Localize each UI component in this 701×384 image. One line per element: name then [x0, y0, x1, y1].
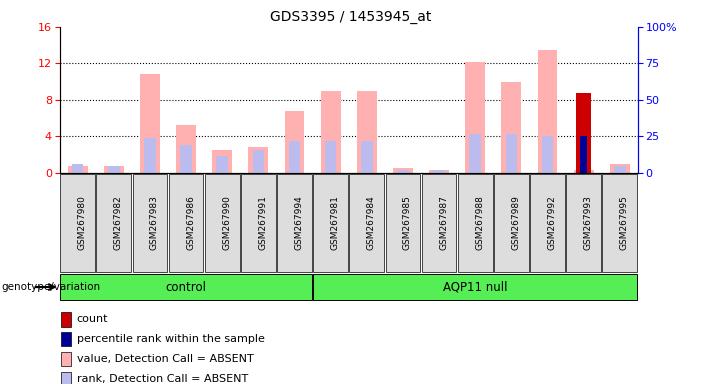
Bar [248, 147, 268, 173]
Text: GSM267985: GSM267985 [403, 195, 412, 250]
Bar [62, 312, 71, 326]
Bar [62, 332, 71, 346]
Bar [144, 138, 156, 173]
Bar [140, 74, 160, 173]
Text: count: count [76, 314, 108, 324]
FancyBboxPatch shape [277, 174, 312, 271]
FancyBboxPatch shape [313, 274, 637, 300]
Bar [397, 170, 409, 173]
Bar [361, 141, 373, 173]
Bar [104, 166, 124, 173]
Bar [176, 125, 196, 173]
FancyBboxPatch shape [458, 174, 493, 271]
Text: GSM267988: GSM267988 [475, 195, 484, 250]
Bar [501, 82, 522, 173]
Bar [576, 93, 591, 173]
Bar [62, 352, 71, 366]
Text: control: control [165, 281, 207, 293]
Text: GSM267994: GSM267994 [294, 195, 304, 250]
Text: GSM267989: GSM267989 [512, 195, 520, 250]
Text: GSM267981: GSM267981 [331, 195, 340, 250]
Text: GSM267995: GSM267995 [620, 195, 629, 250]
Text: value, Detection Call = ABSENT: value, Detection Call = ABSENT [76, 354, 253, 364]
FancyBboxPatch shape [350, 174, 384, 271]
Bar [289, 141, 300, 173]
Text: GSM267991: GSM267991 [259, 195, 267, 250]
Text: GDS3395 / 1453945_at: GDS3395 / 1453945_at [270, 10, 431, 23]
Text: GSM267987: GSM267987 [439, 195, 448, 250]
Bar [321, 91, 341, 173]
Bar [538, 50, 557, 173]
Bar [610, 164, 629, 173]
FancyBboxPatch shape [169, 174, 203, 271]
Text: GSM267992: GSM267992 [547, 195, 557, 250]
FancyBboxPatch shape [422, 174, 456, 271]
Bar [542, 136, 553, 173]
Bar [433, 170, 445, 173]
Text: AQP11 null: AQP11 null [443, 281, 508, 293]
Bar [580, 136, 587, 173]
FancyBboxPatch shape [97, 174, 131, 271]
FancyBboxPatch shape [132, 174, 168, 271]
Text: rank, Detection Call = ABSENT: rank, Detection Call = ABSENT [76, 374, 247, 384]
Bar [72, 164, 83, 173]
Bar [62, 372, 71, 384]
Bar [614, 166, 625, 173]
FancyBboxPatch shape [494, 174, 529, 271]
FancyBboxPatch shape [566, 174, 601, 271]
Bar [68, 166, 88, 173]
Text: GSM267984: GSM267984 [367, 195, 376, 250]
Bar [252, 150, 264, 173]
FancyBboxPatch shape [530, 174, 565, 271]
FancyBboxPatch shape [386, 174, 421, 271]
Bar [465, 61, 485, 173]
Bar [325, 141, 336, 173]
Text: GSM267986: GSM267986 [186, 195, 195, 250]
Text: percentile rank within the sample: percentile rank within the sample [76, 334, 264, 344]
Bar [108, 166, 120, 173]
Bar [573, 170, 594, 173]
Bar [180, 146, 192, 173]
Bar [470, 134, 481, 173]
FancyBboxPatch shape [60, 274, 312, 300]
Bar [285, 111, 304, 173]
Text: GSM267982: GSM267982 [114, 195, 123, 250]
Text: GSM267990: GSM267990 [222, 195, 231, 250]
FancyBboxPatch shape [241, 174, 275, 271]
Bar [357, 91, 376, 173]
Bar [217, 156, 228, 173]
Bar [429, 170, 449, 173]
FancyBboxPatch shape [313, 174, 348, 271]
Bar [505, 134, 517, 173]
Bar [212, 150, 232, 173]
FancyBboxPatch shape [205, 174, 240, 271]
FancyBboxPatch shape [60, 174, 95, 271]
Text: GSM267983: GSM267983 [150, 195, 159, 250]
FancyBboxPatch shape [602, 174, 637, 271]
Text: genotype/variation: genotype/variation [1, 282, 100, 292]
Bar [578, 136, 590, 173]
Bar [393, 168, 413, 173]
Text: GSM267993: GSM267993 [584, 195, 592, 250]
Text: GSM267980: GSM267980 [78, 195, 87, 250]
